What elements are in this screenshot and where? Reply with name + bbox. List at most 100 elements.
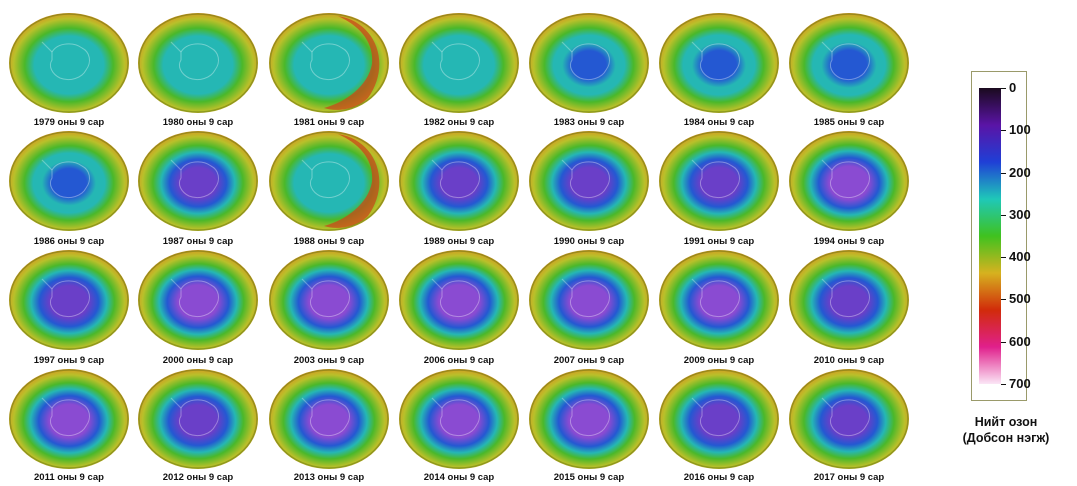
legend-tick-label: 700 [1009, 376, 1031, 391]
ozone-map-caption: 2000 оны 9 сар [162, 355, 234, 366]
ozone-map-18: 2007 оны 9 сар [524, 247, 654, 367]
ozone-globe-image [399, 131, 519, 231]
ozone-map-26: 2016 оны 9 сар [654, 366, 784, 486]
ozone-map-caption: 2014 оны 9 сар [423, 472, 495, 483]
legend-tick-label: 200 [1009, 164, 1031, 180]
ozone-map-caption: 2010 оны 9 сар [813, 355, 885, 366]
ozone-map-caption: 2017 оны 9 сар [813, 472, 885, 483]
ozone-map-caption: 1990 оны 9 сар [553, 236, 625, 247]
ozone-globe-image [529, 131, 649, 231]
legend-tick-mark [1001, 257, 1006, 259]
ozone-map-16: 2003 оны 9 сар [264, 247, 394, 367]
ozone-map-27: 2017 оны 9 сар [784, 366, 914, 486]
ozone-map-23: 2013 оны 9 сар [264, 366, 394, 486]
ozone-map-25: 2015 оны 9 сар [524, 366, 654, 486]
ozone-map-caption: 1985 оны 9 сар [813, 117, 885, 128]
ozone-map-13: 1994 оны 9 сар [784, 128, 914, 248]
ozone-globe-image [9, 250, 129, 350]
ozone-map-5: 1984 оны 9 сар [654, 10, 784, 130]
ozone-map-6: 1985 оны 9 сар [784, 10, 914, 130]
ozone-map-22: 2012 оны 9 сар [133, 366, 263, 486]
legend-color-bar [979, 88, 1001, 384]
ozone-map-17: 2006 оны 9 сар [394, 247, 524, 367]
ozone-globe-image [138, 250, 258, 350]
ozone-map-11: 1990 оны 9 сар [524, 128, 654, 248]
ozone-map-9: 1988 оны 9 сар [264, 128, 394, 248]
legend-tick-mark [1001, 88, 1006, 89]
ozone-map-caption: 2012 оны 9 сар [162, 472, 234, 483]
ozone-color-legend: 0 100 200 300 400 500 600 700 [971, 71, 1031, 401]
legend-tick-label: 300 [1009, 206, 1031, 222]
ozone-map-caption: 1981 оны 9 сар [293, 117, 365, 128]
ozone-map-3: 1982 оны 9 сар [394, 10, 524, 130]
ozone-map-caption: 2007 оны 9 сар [553, 355, 625, 366]
ozone-globe-image [399, 369, 519, 469]
ozone-map-7: 1986 оны 9 сар [4, 128, 134, 248]
ozone-map-21: 2011 оны 9 сар [4, 366, 134, 486]
legend-tick-mark [1001, 341, 1006, 343]
ozone-map-20: 2010 оны 9 сар [784, 247, 914, 367]
ozone-globe-image [138, 131, 258, 231]
legend-tick-label: 100 [1009, 122, 1031, 138]
ozone-map-12: 1991 оны 9 сар [654, 128, 784, 248]
ozone-globe-image [789, 369, 909, 469]
ozone-map-19: 2009 оны 9 сар [654, 247, 784, 367]
ozone-map-0: 1979 оны 9 сар [4, 10, 134, 130]
legend-tick-mark [1001, 214, 1006, 216]
ozone-globe-image [9, 369, 129, 469]
ozone-map-caption: 1983 оны 9 сар [553, 117, 625, 128]
ozone-globe-image [659, 250, 779, 350]
ozone-map-caption: 1982 оны 9 сар [423, 117, 495, 128]
ozone-map-10: 1989 оны 9 сар [394, 128, 524, 248]
ozone-map-2: 1981 оны 9 сар [264, 10, 394, 130]
ozone-globe-image [138, 13, 258, 113]
ozone-map-14: 1997 оны 9 сар [4, 247, 134, 367]
ozone-map-8: 1987 оны 9 сар [133, 128, 263, 248]
ozone-globe-image [269, 369, 389, 469]
ozone-map-caption: 2009 оны 9 сар [683, 355, 755, 366]
ozone-map-caption: 2006 оны 9 сар [423, 355, 495, 366]
ozone-globe-image [789, 131, 909, 231]
ozone-map-4: 1983 оны 9 сар [524, 10, 654, 130]
ozone-map-1: 1980 оны 9 сар [133, 10, 263, 130]
ozone-map-caption: 1994 оны 9 сар [813, 236, 885, 247]
ozone-map-caption: 2015 оны 9 сар [553, 472, 625, 483]
ozone-globe-image [789, 250, 909, 350]
ozone-globe-image [269, 13, 389, 113]
legend-tick-label: 400 [1009, 249, 1031, 265]
ozone-map-15: 2000 оны 9 сар [133, 247, 263, 367]
ozone-map-caption: 1997 оны 9 сар [33, 355, 105, 366]
ozone-globe-image [399, 13, 519, 113]
ozone-map-caption: 1989 оны 9 сар [423, 236, 495, 247]
ozone-map-caption: 1984 оны 9 сар [683, 117, 755, 128]
legend-tick-mark [1001, 299, 1006, 301]
legend-tick-mark [1001, 172, 1006, 174]
ozone-globe-image [529, 13, 649, 113]
ozone-globe-image [269, 131, 389, 231]
ozone-globe-image [529, 250, 649, 350]
ozone-map-24: 2014 оны 9 сар [394, 366, 524, 486]
legend-title: Нийт озон (Добсон нэгж) [940, 414, 1072, 446]
ozone-globe-image [269, 250, 389, 350]
ozone-globe-image [9, 13, 129, 113]
ozone-map-caption: 1986 оны 9 сар [33, 236, 105, 247]
legend-tick-label: 0 [1009, 80, 1017, 95]
ozone-map-caption: 1987 оны 9 сар [162, 236, 234, 247]
ozone-globe-image [399, 250, 519, 350]
legend-tick-label: 600 [1009, 333, 1031, 349]
ozone-globe-image [659, 131, 779, 231]
ozone-map-caption: 1991 оны 9 сар [683, 236, 755, 247]
ozone-map-caption: 2003 оны 9 сар [293, 355, 365, 366]
ozone-map-caption: 2016 оны 9 сар [683, 472, 755, 483]
ozone-map-caption: 2011 оны 9 сар [34, 472, 104, 483]
ozone-globe-image [659, 369, 779, 469]
ozone-globe-image [138, 369, 258, 469]
ozone-globe-image [659, 13, 779, 113]
ozone-map-caption: 1988 оны 9 сар [293, 236, 365, 247]
legend-tick-mark [1001, 130, 1006, 132]
legend-title-line-1: Нийт озон [974, 415, 1038, 429]
ozone-globe-image [9, 131, 129, 231]
legend-title-line-2: (Добсон нэгж) [962, 431, 1050, 445]
legend-tick-label: 500 [1009, 291, 1031, 307]
ozone-globe-image [789, 13, 909, 113]
